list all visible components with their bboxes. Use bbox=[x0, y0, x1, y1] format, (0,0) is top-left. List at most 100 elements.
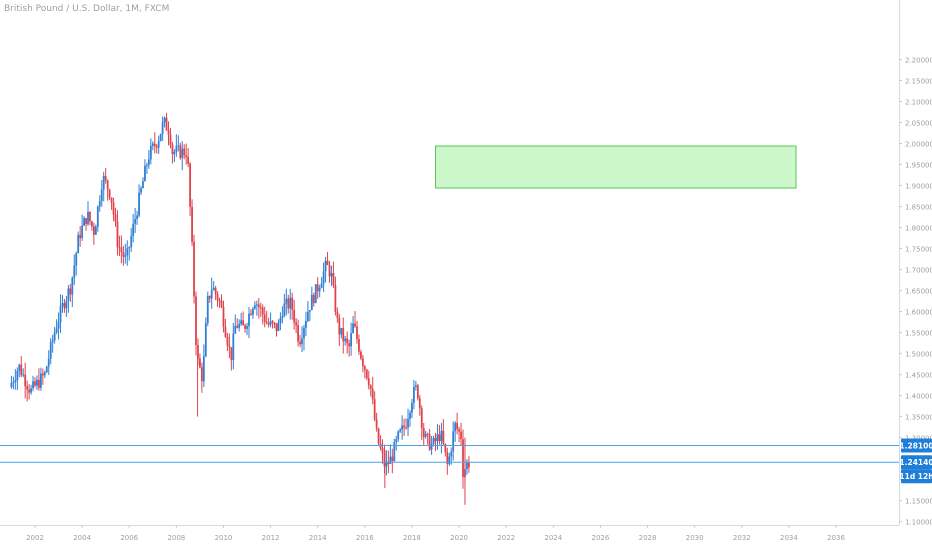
x-tick-label: 2004 bbox=[73, 534, 91, 542]
candle-down bbox=[224, 326, 227, 337]
y-tick-label: 1.90000 bbox=[905, 183, 932, 191]
candle-up bbox=[51, 340, 54, 343]
candle-up bbox=[232, 333, 235, 360]
candle-down bbox=[195, 296, 197, 346]
candle-down bbox=[444, 443, 447, 453]
candle-up bbox=[322, 271, 325, 284]
candle-down bbox=[434, 437, 437, 442]
candle-up bbox=[466, 462, 468, 470]
y-tick-label: 1.75000 bbox=[905, 246, 932, 254]
candle-down bbox=[179, 145, 182, 158]
candle-down bbox=[228, 345, 231, 348]
candle-up bbox=[175, 146, 178, 153]
y-tick-label: 1.15000 bbox=[905, 498, 932, 506]
candle-up bbox=[395, 439, 398, 443]
x-tick-label: 2034 bbox=[780, 534, 798, 542]
candle-down bbox=[332, 272, 335, 286]
candle-down bbox=[467, 462, 470, 468]
candle-down bbox=[361, 358, 364, 367]
price-label: 1.28100 bbox=[899, 442, 932, 451]
candle-up bbox=[397, 431, 400, 440]
candle-down bbox=[242, 320, 245, 326]
candle-down bbox=[244, 325, 246, 329]
candle-down bbox=[26, 386, 29, 390]
candle-down bbox=[91, 221, 93, 227]
candle-down bbox=[153, 143, 156, 147]
candle-up bbox=[234, 325, 237, 334]
candle-down bbox=[275, 323, 278, 331]
candle-up bbox=[210, 289, 213, 299]
candle-down bbox=[118, 247, 121, 249]
candle-down bbox=[230, 347, 233, 360]
candle-down bbox=[28, 389, 31, 393]
y-tick-label: 1.65000 bbox=[905, 288, 932, 296]
candle-up bbox=[65, 300, 68, 309]
candle-down bbox=[200, 367, 203, 382]
candle-down bbox=[438, 434, 441, 442]
candle-up bbox=[285, 298, 288, 304]
candle-up bbox=[138, 192, 140, 216]
candle-up bbox=[283, 303, 286, 317]
candle-down bbox=[336, 311, 339, 318]
candle-up bbox=[307, 311, 309, 321]
candle-up bbox=[414, 385, 417, 387]
candle-up bbox=[324, 260, 327, 272]
candle-up bbox=[240, 320, 243, 325]
x-tick-label: 2014 bbox=[309, 534, 327, 542]
candle-up bbox=[73, 265, 76, 278]
chart-title: British Pound / U.S. Dollar, 1M, FXCM bbox=[4, 4, 170, 14]
candle-up bbox=[16, 370, 19, 381]
candle-up bbox=[18, 364, 21, 371]
candle-down bbox=[250, 313, 252, 315]
y-tick-label: 1.45000 bbox=[905, 372, 932, 380]
candle-up bbox=[204, 323, 207, 357]
candle-up bbox=[55, 328, 58, 333]
candle-down bbox=[365, 369, 368, 379]
candle-down bbox=[422, 428, 425, 437]
price-label: 1.24140 bbox=[899, 458, 932, 467]
candle-up bbox=[277, 323, 280, 331]
candle-up bbox=[49, 342, 52, 359]
candle-up bbox=[142, 181, 144, 189]
x-tick-label: 2012 bbox=[262, 534, 280, 542]
candle-down bbox=[79, 234, 82, 239]
candle-down bbox=[346, 338, 349, 344]
y-tick-label: 1.85000 bbox=[905, 204, 932, 212]
candle-down bbox=[458, 429, 460, 432]
candle-up bbox=[94, 226, 97, 235]
candle-up bbox=[440, 430, 443, 442]
target-zone bbox=[435, 145, 797, 189]
y-tick-label: 2.05000 bbox=[905, 120, 932, 128]
candle-down bbox=[122, 252, 125, 257]
candle-up bbox=[454, 422, 457, 432]
candle-down bbox=[377, 428, 380, 444]
candle-down bbox=[442, 430, 445, 444]
candle-down bbox=[108, 189, 111, 198]
candle-down bbox=[293, 309, 296, 323]
candle-down bbox=[236, 325, 239, 328]
candle-up bbox=[14, 380, 17, 383]
x-tick-label: 2030 bbox=[686, 534, 704, 542]
y-tick-label: 1.35000 bbox=[905, 414, 932, 422]
candle-down bbox=[263, 314, 266, 322]
candle-down bbox=[261, 307, 264, 315]
x-tick-label: 2002 bbox=[26, 534, 44, 542]
candle-up bbox=[436, 434, 439, 442]
candle-down bbox=[381, 448, 384, 453]
x-tick-label: 2008 bbox=[167, 534, 185, 542]
candle-down bbox=[222, 306, 225, 327]
candle-down bbox=[120, 247, 123, 253]
x-tick-label: 2028 bbox=[639, 534, 657, 542]
candle-down bbox=[375, 419, 378, 429]
candle-down bbox=[85, 218, 87, 225]
candle-down bbox=[216, 294, 219, 301]
candle-down bbox=[189, 163, 192, 208]
candle-down bbox=[93, 226, 95, 235]
candle-down bbox=[214, 287, 217, 295]
candle-up bbox=[352, 323, 354, 334]
price-label-box bbox=[901, 438, 932, 453]
candle-down bbox=[69, 288, 72, 295]
candle-up bbox=[43, 372, 46, 376]
